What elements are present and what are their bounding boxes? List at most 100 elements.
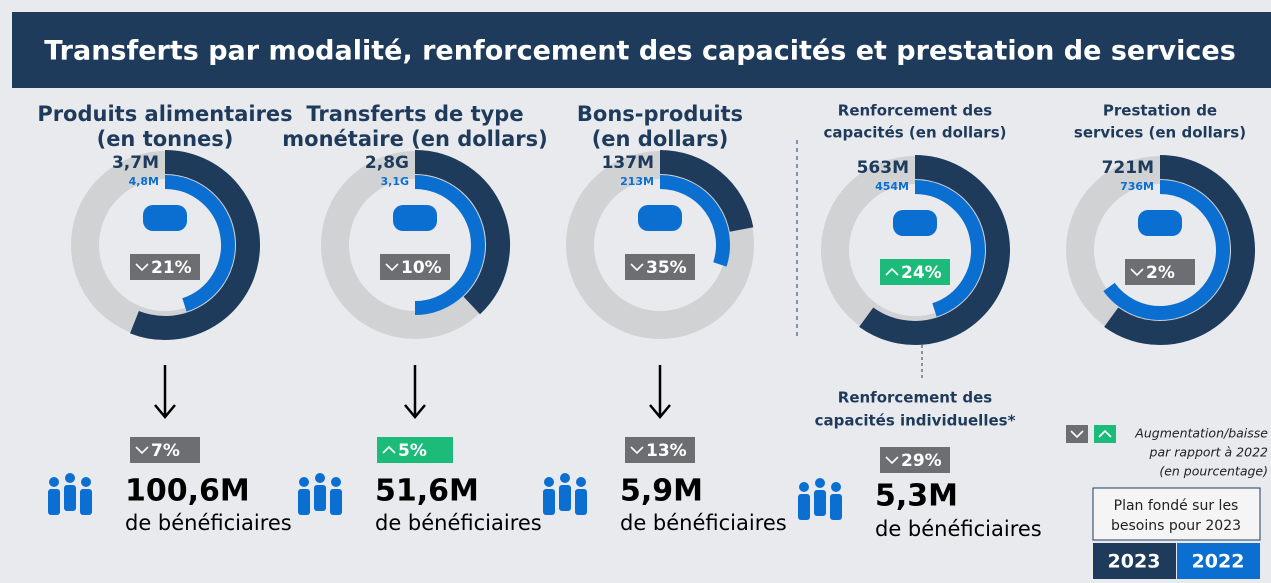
legend-text: (en pourcentage) [1159,464,1268,479]
people-icon [331,477,341,487]
beneficiary-label: de bénéficiaires [125,511,292,535]
ring-2022 [659,175,730,267]
value-2023: 3,7M [112,153,159,173]
value-2023: 563M [857,158,909,178]
change-badge [1125,259,1195,285]
icon [638,205,682,231]
ring-2023 [859,155,1010,345]
change-badge [880,447,950,473]
beneficiary-value: 5,3M [875,479,958,514]
value-2023: 721M [1102,158,1154,178]
subtitle: capacités individuelles* [815,412,1016,430]
people-icon [830,494,842,520]
chevron-icon [135,446,149,455]
icon [893,210,937,236]
people-icon [315,473,325,483]
ring-2023 [414,150,510,315]
down-arrow [154,365,176,419]
value-2023: 137M [602,153,654,173]
icon [393,205,437,231]
panel-title: Produits alimentaires [37,102,292,126]
panel-title: (en tonnes) [97,127,234,151]
change-text: 13% [646,441,687,461]
change-badge [380,254,450,280]
value-2022: 454M [875,180,909,193]
people-icon [831,482,841,492]
people-icon [49,477,59,487]
chevron-icon [382,445,396,454]
change-badge [880,259,950,285]
chevron-icon [885,267,899,276]
people-icon [330,489,342,515]
chevron-icon [630,263,644,272]
value-2022: 736M [1120,180,1154,193]
down-arrow [404,365,426,419]
icon [1138,210,1182,236]
people-icon [576,477,586,487]
change-text: 29% [901,451,942,471]
legend-down [1066,425,1088,443]
beneficiary-value: 51,6M [375,474,479,509]
change-badge [625,437,695,463]
header-title: Transferts par modalité, renforcement de… [44,36,1236,67]
people-icon [560,473,570,483]
people-icon [815,478,825,488]
people-icon [80,489,92,515]
change-badge [130,254,200,280]
change-badge [625,254,695,280]
change-text: 10% [401,258,442,278]
people-icon [298,489,310,515]
panel-title: services (en dollars) [1074,124,1246,142]
change-text: 5% [398,441,427,461]
ring-2022 [414,175,485,315]
ring-2022 [164,175,235,312]
change-text: 7% [151,441,180,461]
people-icon [814,490,826,516]
chevron-icon [1070,430,1084,439]
icon [143,205,187,231]
people-icon [798,494,810,520]
plan-text: Plan fondé sur les [1114,498,1239,514]
ring-2023 [130,150,260,340]
year-label: 2023 [1108,551,1161,573]
change-text: 24% [901,263,942,283]
year-label: 2022 [1192,551,1245,573]
chevron-icon [135,263,149,272]
chevron-icon [1130,268,1144,277]
ring-2022 [914,180,985,317]
people-icon [299,477,309,487]
people-icon [543,489,555,515]
panel-title: monétaire (en dollars) [282,127,547,151]
down-arrow [649,365,671,419]
beneficiary-label: de bénéficiaires [875,517,1042,541]
panel-title: capacités (en dollars) [824,124,1007,142]
people-icon [48,489,60,515]
people-icon [65,473,75,483]
change-badge [377,437,453,463]
panel-title: Prestation de [1103,102,1217,120]
beneficiary-value: 100,6M [125,474,250,509]
panel-title: Bons-produits [577,102,743,126]
ring-2023 [659,150,754,233]
chevron-icon [385,263,399,272]
people-icon [81,477,91,487]
year-box [1177,543,1260,579]
legend-text: par rapport à 2022 [1149,445,1269,460]
people-icon [575,489,587,515]
value-2022: 4,8M [129,175,159,188]
year-box [1093,543,1176,579]
panel-title: Renforcement des [838,102,992,120]
people-icon [559,485,571,511]
value-2022: 213M [620,175,654,188]
people-icon [64,485,76,511]
plan-text: besoins pour 2023 [1111,518,1241,534]
people-icon [314,485,326,511]
beneficiary-label: de bénéficiaires [375,511,542,535]
chevron-icon [1098,429,1112,438]
legend-text: Augmentation/baisse [1134,426,1268,441]
change-text: 21% [151,258,192,278]
panel-title: Transferts de type [306,102,523,126]
people-icon [799,482,809,492]
